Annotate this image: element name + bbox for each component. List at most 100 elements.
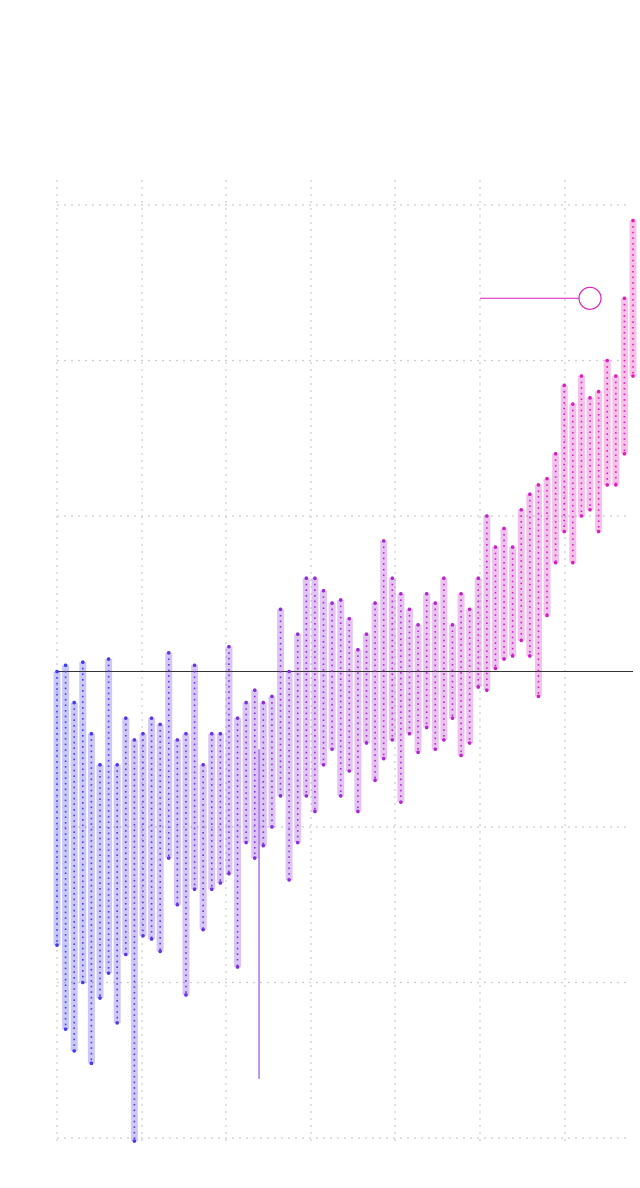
min-point: [252, 856, 257, 860]
max-point: [424, 591, 429, 596]
max-point: [399, 591, 403, 596]
max-point: [55, 669, 59, 674]
max-point: [304, 576, 309, 580]
max-point: [218, 731, 223, 736]
min-point: [175, 902, 180, 907]
range-bar: [199, 764, 207, 930]
range-bar: [62, 665, 70, 1030]
max-point: [381, 539, 386, 543]
range-bar: [242, 702, 250, 843]
range-bar: [345, 618, 353, 772]
max-point: [313, 576, 317, 580]
min-point: [622, 452, 627, 456]
max-point: [201, 763, 205, 767]
range-bar: [259, 702, 267, 846]
range-bar: [517, 509, 525, 641]
max-point: [631, 218, 635, 223]
min-point: [502, 657, 506, 661]
min-point: [476, 685, 481, 689]
max-point: [562, 383, 567, 388]
annotations: [258, 286, 602, 1079]
range-bar: [491, 547, 499, 669]
min-point: [304, 794, 309, 798]
grid: [56, 180, 630, 1142]
range-bar: [371, 603, 379, 781]
min-point: [519, 638, 524, 643]
max-point: [579, 374, 584, 378]
range-bar: [620, 298, 628, 454]
max-point: [158, 722, 162, 727]
max-point: [184, 731, 188, 736]
min-point: [407, 731, 412, 736]
min-point: [433, 747, 438, 752]
min-point: [588, 507, 592, 512]
max-point: [510, 545, 515, 549]
min-point: [184, 993, 188, 997]
min-point: [536, 694, 541, 699]
max-point: [270, 694, 274, 699]
range-bar: [612, 376, 620, 485]
min-point: [442, 738, 446, 742]
range-bar: [285, 671, 293, 880]
min-point: [141, 934, 145, 938]
range-bar: [294, 634, 302, 843]
max-point: [571, 402, 575, 406]
max-point: [321, 588, 326, 593]
max-point: [442, 576, 446, 580]
min-point: [80, 980, 85, 985]
range-bar: [96, 764, 104, 999]
range-bars: [53, 220, 637, 1142]
range-bar: [165, 652, 173, 859]
max-point: [485, 514, 489, 518]
range-bar: [423, 593, 431, 728]
min-point: [261, 843, 266, 848]
range-bar: [457, 593, 465, 756]
min-point: [235, 965, 240, 969]
range-bar: [268, 696, 276, 827]
min-point: [321, 763, 326, 767]
max-point: [433, 601, 438, 605]
min-point: [98, 996, 102, 1000]
max-point: [115, 763, 119, 767]
min-point: [287, 878, 291, 882]
range-bar: [586, 397, 594, 510]
range-bar: [595, 391, 603, 532]
max-point: [528, 492, 532, 497]
min-point: [356, 809, 360, 814]
max-point: [192, 663, 197, 668]
max-point: [390, 576, 395, 580]
min-point: [545, 613, 549, 618]
min-point: [209, 887, 214, 891]
range-bar: [397, 593, 405, 803]
min-point: [295, 840, 300, 845]
highlight-circle: [578, 286, 602, 310]
max-point: [459, 591, 463, 596]
min-point: [493, 666, 498, 671]
max-point: [235, 716, 240, 720]
min-point: [347, 769, 352, 773]
min-point: [364, 741, 369, 745]
min-point: [313, 809, 317, 814]
max-point: [227, 644, 231, 649]
min-point: [528, 654, 532, 658]
range-bar: [629, 220, 637, 377]
min-point: [55, 943, 59, 947]
max-point: [149, 716, 154, 720]
min-point: [381, 756, 386, 761]
range-bar: [388, 578, 396, 740]
min-point: [338, 794, 343, 798]
max-point: [416, 623, 420, 627]
max-point: [536, 483, 541, 487]
min-point: [227, 871, 231, 876]
min-point: [106, 971, 111, 975]
max-point: [252, 688, 257, 692]
min-point: [192, 887, 197, 891]
min-point: [450, 716, 455, 720]
min-point: [399, 800, 403, 804]
min-point: [605, 483, 610, 487]
range-bar: [216, 733, 224, 883]
range-bar: [277, 609, 285, 796]
max-point: [261, 700, 266, 705]
min-point: [579, 514, 584, 518]
